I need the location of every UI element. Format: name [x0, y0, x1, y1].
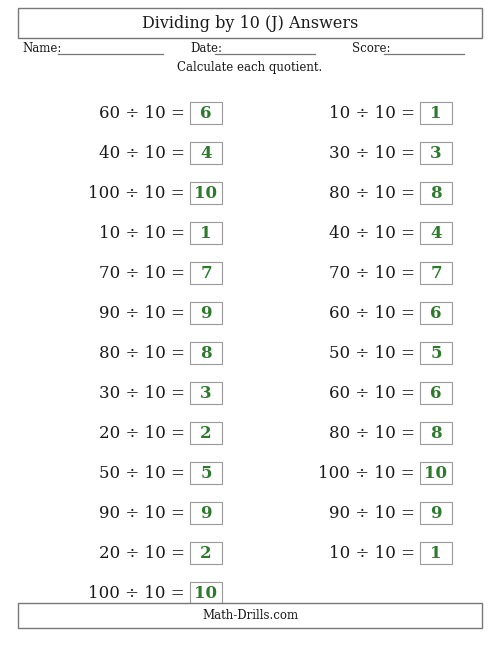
- FancyBboxPatch shape: [420, 342, 452, 364]
- Text: Math-Drills.com: Math-Drills.com: [202, 609, 298, 622]
- Text: 10: 10: [194, 184, 218, 201]
- FancyBboxPatch shape: [190, 182, 222, 204]
- Text: 90 ÷ 10 =: 90 ÷ 10 =: [99, 505, 185, 521]
- Text: 7: 7: [200, 265, 212, 281]
- Text: Name:: Name:: [22, 41, 62, 54]
- Text: 10 ÷ 10 =: 10 ÷ 10 =: [329, 545, 415, 562]
- Text: 3: 3: [200, 384, 212, 402]
- Text: 70 ÷ 10 =: 70 ÷ 10 =: [99, 265, 185, 281]
- Text: 10: 10: [194, 584, 218, 602]
- FancyBboxPatch shape: [190, 302, 222, 324]
- Text: 1: 1: [200, 225, 212, 241]
- Text: 5: 5: [430, 344, 442, 362]
- Text: 10: 10: [424, 465, 448, 481]
- FancyBboxPatch shape: [420, 262, 452, 284]
- FancyBboxPatch shape: [420, 182, 452, 204]
- Text: 1: 1: [430, 545, 442, 562]
- FancyBboxPatch shape: [18, 8, 482, 38]
- Text: 2: 2: [200, 424, 212, 441]
- Text: 6: 6: [430, 384, 442, 402]
- FancyBboxPatch shape: [420, 142, 452, 164]
- Text: Calculate each quotient.: Calculate each quotient.: [178, 61, 322, 74]
- FancyBboxPatch shape: [420, 462, 452, 484]
- FancyBboxPatch shape: [420, 502, 452, 524]
- Text: 60 ÷ 10 =: 60 ÷ 10 =: [329, 384, 415, 402]
- Text: 9: 9: [200, 505, 212, 521]
- FancyBboxPatch shape: [190, 382, 222, 404]
- FancyBboxPatch shape: [190, 142, 222, 164]
- FancyBboxPatch shape: [190, 462, 222, 484]
- Text: 80 ÷ 10 =: 80 ÷ 10 =: [99, 344, 185, 362]
- FancyBboxPatch shape: [190, 262, 222, 284]
- Text: 1: 1: [430, 105, 442, 122]
- FancyBboxPatch shape: [18, 603, 482, 628]
- FancyBboxPatch shape: [190, 502, 222, 524]
- Text: 8: 8: [200, 344, 212, 362]
- Text: 10 ÷ 10 =: 10 ÷ 10 =: [99, 225, 185, 241]
- Text: 6: 6: [200, 105, 212, 122]
- Text: 9: 9: [430, 505, 442, 521]
- Text: 30 ÷ 10 =: 30 ÷ 10 =: [329, 144, 415, 162]
- Text: 100 ÷ 10 =: 100 ÷ 10 =: [318, 465, 415, 481]
- Text: 90 ÷ 10 =: 90 ÷ 10 =: [329, 505, 415, 521]
- FancyBboxPatch shape: [190, 222, 222, 244]
- Text: 4: 4: [430, 225, 442, 241]
- Text: 5: 5: [200, 465, 212, 481]
- Text: 7: 7: [430, 265, 442, 281]
- Text: 50 ÷ 10 =: 50 ÷ 10 =: [99, 465, 185, 481]
- Text: 100 ÷ 10 =: 100 ÷ 10 =: [88, 184, 185, 201]
- Text: 6: 6: [430, 305, 442, 322]
- FancyBboxPatch shape: [190, 102, 222, 124]
- FancyBboxPatch shape: [190, 542, 222, 564]
- Text: 30 ÷ 10 =: 30 ÷ 10 =: [99, 384, 185, 402]
- FancyBboxPatch shape: [190, 582, 222, 604]
- FancyBboxPatch shape: [420, 302, 452, 324]
- Text: 60 ÷ 10 =: 60 ÷ 10 =: [99, 105, 185, 122]
- Text: 90 ÷ 10 =: 90 ÷ 10 =: [99, 305, 185, 322]
- Text: Score:: Score:: [352, 41, 391, 54]
- Text: 100 ÷ 10 =: 100 ÷ 10 =: [88, 584, 185, 602]
- FancyBboxPatch shape: [190, 422, 222, 444]
- Text: Dividing by 10 (J) Answers: Dividing by 10 (J) Answers: [142, 14, 358, 32]
- Text: 9: 9: [200, 305, 212, 322]
- FancyBboxPatch shape: [420, 422, 452, 444]
- Text: 60 ÷ 10 =: 60 ÷ 10 =: [329, 305, 415, 322]
- FancyBboxPatch shape: [420, 382, 452, 404]
- Text: 4: 4: [200, 144, 212, 162]
- Text: 80 ÷ 10 =: 80 ÷ 10 =: [329, 424, 415, 441]
- Text: 8: 8: [430, 424, 442, 441]
- Text: Date:: Date:: [190, 41, 222, 54]
- FancyBboxPatch shape: [420, 542, 452, 564]
- Text: 8: 8: [430, 184, 442, 201]
- Text: 40 ÷ 10 =: 40 ÷ 10 =: [99, 144, 185, 162]
- Text: 50 ÷ 10 =: 50 ÷ 10 =: [329, 344, 415, 362]
- Text: 80 ÷ 10 =: 80 ÷ 10 =: [329, 184, 415, 201]
- Text: 10 ÷ 10 =: 10 ÷ 10 =: [329, 105, 415, 122]
- Text: 40 ÷ 10 =: 40 ÷ 10 =: [329, 225, 415, 241]
- FancyBboxPatch shape: [190, 342, 222, 364]
- Text: 3: 3: [430, 144, 442, 162]
- FancyBboxPatch shape: [420, 102, 452, 124]
- Text: 20 ÷ 10 =: 20 ÷ 10 =: [99, 424, 185, 441]
- Text: 70 ÷ 10 =: 70 ÷ 10 =: [329, 265, 415, 281]
- Text: 20 ÷ 10 =: 20 ÷ 10 =: [99, 545, 185, 562]
- Text: 2: 2: [200, 545, 212, 562]
- FancyBboxPatch shape: [420, 222, 452, 244]
